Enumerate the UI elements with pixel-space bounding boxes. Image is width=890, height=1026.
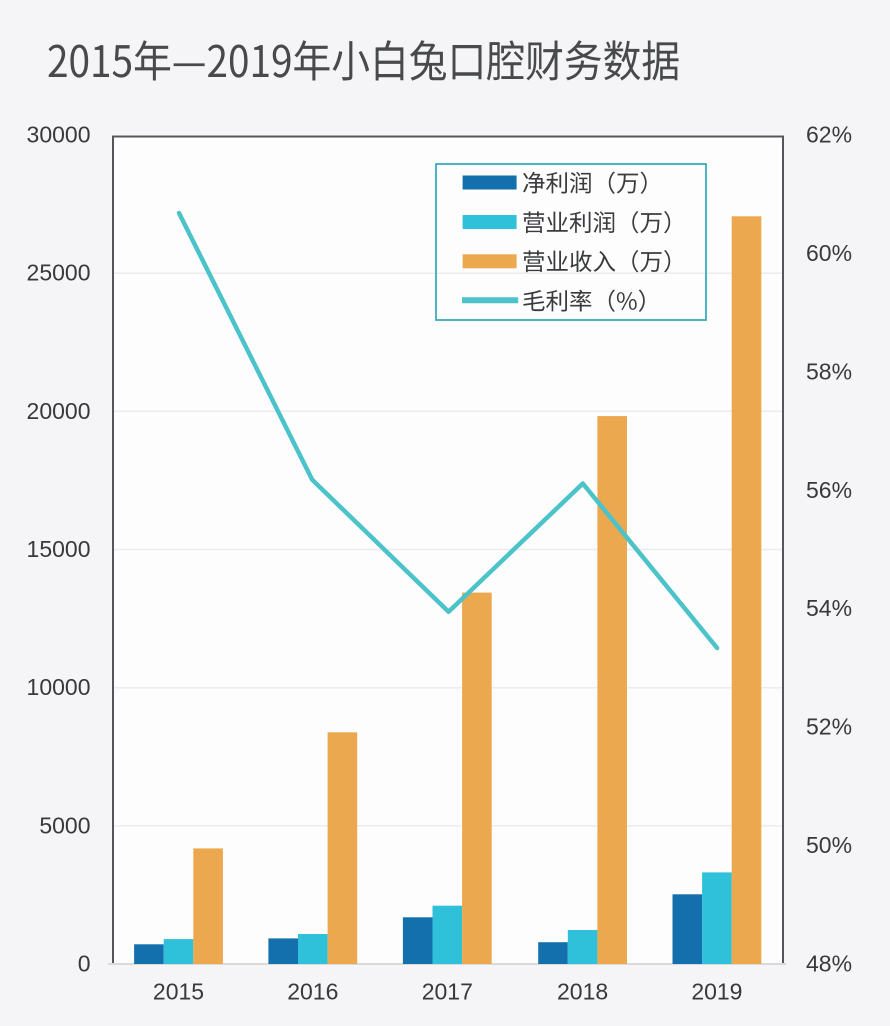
svg-text:10000: 10000 [27, 674, 91, 700]
svg-text:52%: 52% [806, 714, 852, 740]
svg-text:2019: 2019 [691, 979, 742, 1005]
svg-text:30000: 30000 [27, 122, 91, 148]
svg-text:2015: 2015 [153, 979, 204, 1005]
svg-text:0: 0 [78, 951, 91, 977]
svg-text:2018: 2018 [557, 979, 608, 1005]
svg-text:20000: 20000 [27, 398, 91, 424]
svg-text:54%: 54% [806, 595, 852, 621]
svg-text:60%: 60% [806, 240, 852, 266]
svg-text:58%: 58% [806, 358, 852, 384]
svg-text:5000: 5000 [39, 812, 90, 838]
svg-text:25000: 25000 [27, 260, 91, 286]
svg-text:2017: 2017 [422, 979, 473, 1005]
svg-text:50%: 50% [806, 832, 852, 858]
svg-text:15000: 15000 [27, 536, 91, 562]
svg-text:56%: 56% [806, 477, 852, 503]
svg-text:62%: 62% [806, 122, 852, 148]
svg-text:48%: 48% [806, 951, 852, 977]
svg-text:2016: 2016 [287, 979, 338, 1005]
